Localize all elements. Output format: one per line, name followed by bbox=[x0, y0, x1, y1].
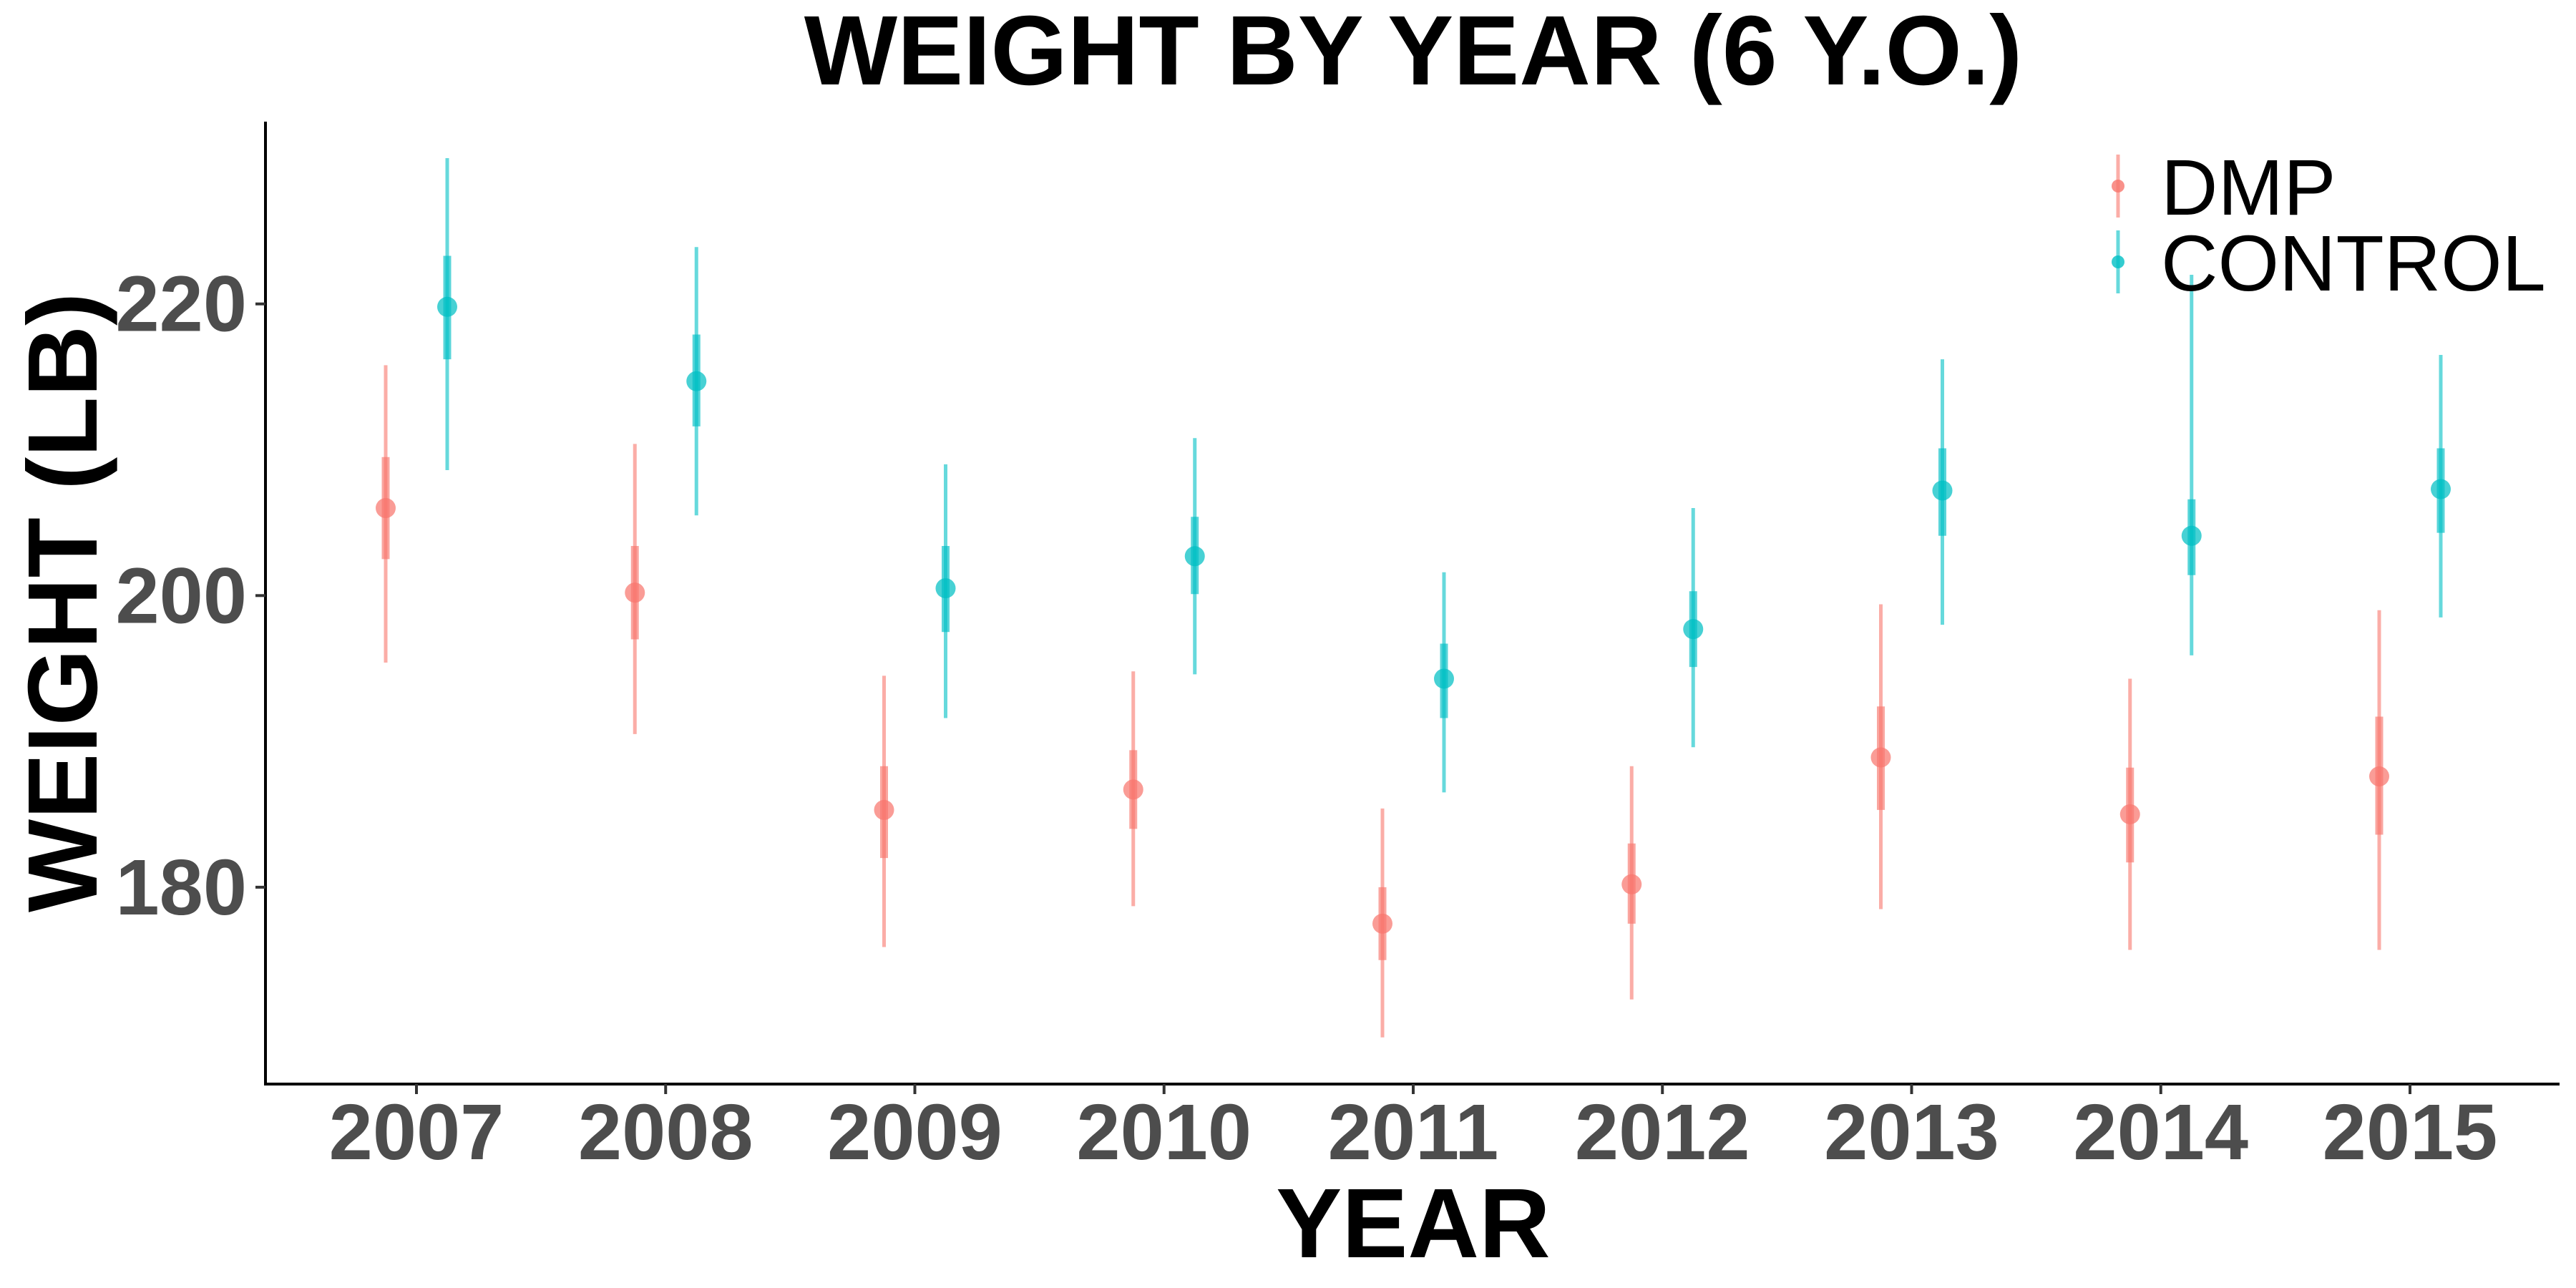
dmp-point-2010 bbox=[1123, 671, 1143, 907]
dmp-point-estimate bbox=[2119, 804, 2140, 824]
dmp-point-2015 bbox=[2369, 610, 2389, 950]
dmp-point-estimate bbox=[1621, 874, 1642, 894]
data-marks bbox=[376, 157, 2451, 1038]
control-point-estimate bbox=[1932, 480, 1953, 501]
control-point-estimate bbox=[686, 371, 707, 391]
control-point-estimate bbox=[437, 296, 457, 317]
x-tick-label: 2015 bbox=[2323, 1088, 2498, 1176]
y-tick-label: 180 bbox=[115, 844, 247, 932]
dmp-point-estimate bbox=[1372, 913, 1392, 934]
control-point-estimate bbox=[935, 578, 956, 599]
legend-key-point bbox=[2112, 255, 2124, 268]
dmp-point-estimate bbox=[874, 799, 894, 820]
x-tick-label: 2007 bbox=[329, 1088, 504, 1176]
y-tick-label: 220 bbox=[115, 260, 247, 348]
control-point-2012 bbox=[1683, 508, 1704, 748]
dmp-point-2011 bbox=[1372, 808, 1392, 1038]
control-point-2010 bbox=[1184, 438, 1205, 675]
control-point-estimate bbox=[1683, 619, 1704, 640]
control-point-2007 bbox=[437, 157, 457, 471]
control-point-2013 bbox=[1932, 359, 1953, 625]
control-point-estimate bbox=[1184, 546, 1205, 567]
dmp-point-2014 bbox=[2119, 678, 2140, 950]
dmp-point-2009 bbox=[874, 675, 894, 947]
x-tick-label: 2010 bbox=[1076, 1088, 1252, 1176]
legend-label-control: CONTROL bbox=[2161, 220, 2546, 308]
legend-item-control: CONTROL bbox=[2112, 220, 2546, 308]
control-point-2015 bbox=[2431, 355, 2451, 618]
legend-item-dmp: DMP bbox=[2112, 144, 2336, 232]
dmp-point-2012 bbox=[1621, 766, 1642, 1000]
dmp-point-estimate bbox=[1123, 779, 1143, 800]
chart-title: WEIGHT BY YEAR (6 Y.O.) bbox=[804, 0, 2022, 106]
control-point-estimate bbox=[2431, 479, 2451, 499]
control-point-2008 bbox=[686, 247, 707, 516]
x-tick-label: 2009 bbox=[827, 1088, 1002, 1176]
dmp-point-estimate bbox=[1870, 747, 1891, 768]
y-axis-title: WEIGHT (LB) bbox=[8, 293, 118, 912]
y-tick-label: 200 bbox=[115, 552, 247, 640]
dmp-point-2013 bbox=[1870, 604, 1891, 909]
x-axis-ticks: 2007 2008 2009 2010 2011 2012 2013 2014 2015 bbox=[329, 1084, 2498, 1176]
control-point-2014 bbox=[2181, 274, 2202, 655]
control-point-estimate bbox=[2181, 525, 2202, 546]
dmp-point-estimate bbox=[376, 498, 396, 519]
x-tick-label: 2008 bbox=[578, 1088, 753, 1176]
x-tick-label: 2012 bbox=[1575, 1088, 1750, 1176]
control-point-2009 bbox=[935, 464, 956, 718]
control-point-2011 bbox=[1434, 572, 1454, 793]
x-tick-label: 2011 bbox=[1328, 1088, 1499, 1176]
x-axis-title: YEAR bbox=[1276, 1169, 1550, 1279]
dmp-point-2007 bbox=[376, 365, 396, 663]
dmp-point-estimate bbox=[2369, 766, 2389, 787]
dmp-point-2008 bbox=[625, 444, 645, 734]
dmp-point-estimate bbox=[625, 582, 645, 603]
legend-label-dmp: DMP bbox=[2161, 144, 2336, 232]
legend-key-point bbox=[2112, 180, 2124, 192]
control-point-estimate bbox=[1434, 668, 1454, 689]
x-tick-label: 2014 bbox=[2073, 1088, 2248, 1176]
y-axis-ticks: 180 200 220 bbox=[115, 260, 265, 932]
x-tick-label: 2013 bbox=[1824, 1088, 1999, 1176]
